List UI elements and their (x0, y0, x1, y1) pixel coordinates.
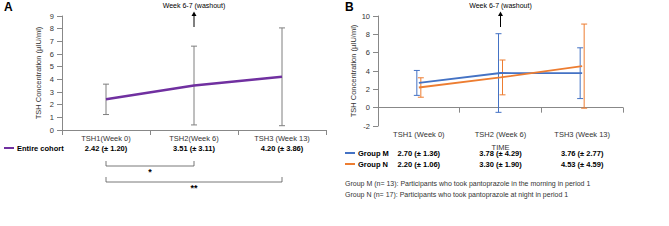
svg-text:3: 3 (50, 88, 54, 97)
svg-text:2: 2 (366, 85, 370, 94)
svg-text:2.20 (± 1.06): 2.20 (± 1.06) (398, 160, 441, 169)
svg-text:Week 6-7 (washout): Week 6-7 (washout) (163, 2, 226, 10)
svg-text:TSH1 (Week 0): TSH1 (Week 0) (393, 130, 445, 139)
svg-text:3.76 (± 2.77): 3.76 (± 2.77) (561, 149, 604, 158)
svg-text:4.53 (± 4.59): 4.53 (± 4.59) (561, 160, 604, 169)
svg-text:8: 8 (366, 30, 370, 39)
svg-text:10: 10 (362, 12, 370, 21)
svg-text:Group M (n= 13): Participants: Group M (n= 13): Participants who took p… (345, 180, 590, 188)
svg-text:2.42 (± 1.20): 2.42 (± 1.20) (85, 144, 128, 153)
svg-text:Group N (n= 17): Participants: Group N (n= 17): Participants who took p… (345, 191, 568, 199)
svg-text:0: 0 (366, 103, 370, 112)
svg-text:6: 6 (50, 50, 54, 59)
svg-text:6: 6 (366, 48, 370, 57)
svg-text:4.20 (± 3.86): 4.20 (± 3.86) (261, 144, 304, 153)
svg-text:**: ** (190, 183, 198, 193)
svg-text:B: B (345, 0, 354, 14)
svg-text:*: * (148, 167, 152, 177)
svg-text:3.30 (± 1.90): 3.30 (± 1.90) (479, 160, 522, 169)
svg-text:0: 0 (50, 126, 54, 135)
svg-text:Group M: Group M (358, 149, 389, 158)
svg-text:2.70 (± 1.36): 2.70 (± 1.36) (398, 149, 441, 158)
svg-text:TSH1(Week 0): TSH1(Week 0) (81, 134, 131, 143)
svg-text:TSH Concentration (µIU/ml): TSH Concentration (µIU/ml) (349, 24, 358, 117)
svg-text:3.51 (± 3.11): 3.51 (± 3.11) (173, 144, 216, 153)
svg-text:9: 9 (50, 12, 54, 21)
svg-text:7: 7 (50, 37, 54, 46)
svg-text:-2: -2 (363, 122, 370, 131)
svg-text:TIME: TIME (492, 143, 510, 152)
svg-text:TSH2 (Week 6): TSH2 (Week 6) (475, 130, 527, 139)
svg-text:TSH Concentration (µIU/ml): TSH Concentration (µIU/ml) (34, 26, 43, 119)
svg-text:2: 2 (50, 100, 54, 109)
svg-text:4: 4 (50, 75, 54, 84)
svg-text:1: 1 (50, 113, 54, 122)
svg-text:4: 4 (366, 67, 370, 76)
svg-text:TSH2(Week 6): TSH2(Week 6) (169, 134, 219, 143)
svg-text:Entire cohort: Entire cohort (17, 144, 64, 153)
svg-text:Group N: Group N (358, 160, 388, 169)
svg-text:TSH3 (Week 13): TSH3 (Week 13) (554, 130, 610, 139)
svg-text:Week 6-7 (washout): Week 6-7 (washout) (469, 2, 532, 10)
svg-text:3.78 (± 4.29): 3.78 (± 4.29) (479, 148, 522, 158)
svg-text:A: A (4, 0, 13, 14)
svg-text:TSH3 (Week 13): TSH3 (Week 13) (254, 134, 310, 143)
svg-text:8: 8 (50, 24, 54, 33)
svg-text:5: 5 (50, 62, 54, 71)
